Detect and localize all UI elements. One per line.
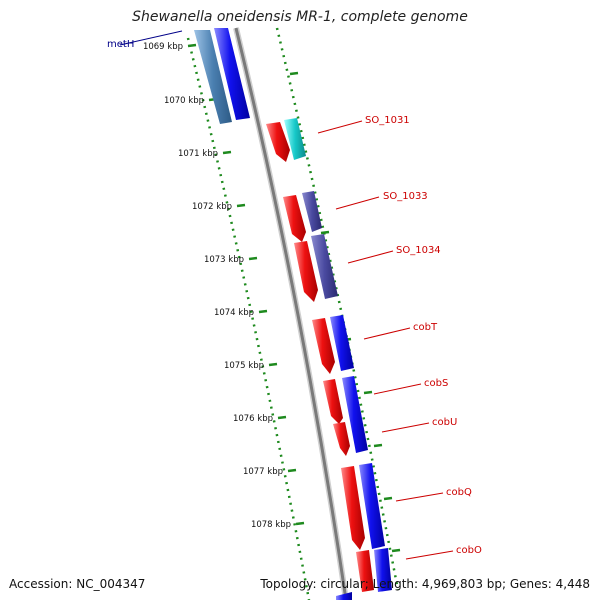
gene-so1034[interactable] <box>311 234 338 299</box>
kbp-tick-label: 1075 kbp <box>224 361 264 371</box>
genome-backbone <box>233 27 349 600</box>
kbp-tick-label: 1076 kbp <box>233 414 273 424</box>
kbp-tick-mark <box>222 150 232 155</box>
kbp-tick-label: 1072 kbp <box>192 202 232 212</box>
label-leader-lines <box>119 30 454 560</box>
kbp-scale: 1069 kbp 1070 kbp 1071 kbp 1072 kbp 1073 kbp… <box>143 42 305 530</box>
gene-partial-bottom[interactable] <box>336 592 352 600</box>
gene-cobU-red[interactable] <box>333 422 350 456</box>
gene-cobT-red[interactable] <box>312 318 335 374</box>
gene-label-metH[interactable]: metH <box>107 39 134 50</box>
gene-label-cobU[interactable]: cobU <box>432 417 457 428</box>
gene-cobO[interactable] <box>374 548 392 592</box>
kbp-tick-label: 1070 kbp <box>164 96 204 106</box>
kbp-tick-label: 1078 kbp <box>251 520 291 530</box>
kbp-tick-label: 1071 kbp <box>178 149 218 159</box>
kbp-tick-mark <box>236 203 246 208</box>
gene-label-so1034[interactable]: SO_1034 <box>396 245 441 256</box>
gene-cobO-red[interactable] <box>356 550 374 592</box>
gene-so1033[interactable] <box>302 191 322 232</box>
gene-metH-partner[interactable] <box>214 28 250 120</box>
gene-cobT[interactable] <box>330 315 354 371</box>
kbp-tick-mark <box>187 43 197 48</box>
kbp-tick-label: 1074 kbp <box>214 308 254 318</box>
gene-label-cobS[interactable]: cobS <box>424 378 448 389</box>
kbp-tick-label: 1069 kbp <box>143 42 183 52</box>
gene-so1030[interactable] <box>266 122 290 162</box>
gene-label-so1033[interactable]: SO_1033 <box>383 191 428 202</box>
kbp-tick-label: 1073 kbp <box>204 255 244 265</box>
kbp-tick-mark <box>268 362 278 367</box>
kbp-tick-mark <box>258 309 268 314</box>
gene-cobS[interactable] <box>342 376 368 453</box>
kbp-tick-label: 1077 kbp <box>243 467 283 477</box>
gene-so1031[interactable] <box>284 118 306 160</box>
kbp-tick-mark <box>287 468 297 473</box>
kbp-tick-mark <box>277 415 287 420</box>
gene-cobQ-red[interactable] <box>341 466 365 550</box>
gene-label-cobO[interactable]: cobO <box>456 545 482 556</box>
gene-metH[interactable] <box>194 30 232 124</box>
gene-label-cobT[interactable]: cobT <box>413 322 438 333</box>
gene-label-cobQ[interactable]: cobQ <box>446 487 472 498</box>
gene-features[interactable] <box>194 28 392 600</box>
gene-so1032[interactable] <box>283 195 306 242</box>
gene-cobS-red[interactable] <box>323 379 343 424</box>
genome-stats-label: Topology: circular; Length: 4,969,803 bp… <box>260 577 590 591</box>
gene-so1034-red[interactable] <box>294 241 318 302</box>
kbp-tick-mark <box>295 521 305 526</box>
gene-label-so1031[interactable]: SO_1031 <box>365 115 410 126</box>
outer-tick-ring <box>275 27 400 591</box>
genome-title: Shewanella oneidensis MR-1, complete gen… <box>132 9 468 25</box>
kbp-tick-mark <box>248 256 258 261</box>
inner-tick-ring <box>186 37 311 600</box>
accession-label: Accession: NC_004347 <box>9 577 146 591</box>
gene-cobQ[interactable] <box>359 463 385 549</box>
